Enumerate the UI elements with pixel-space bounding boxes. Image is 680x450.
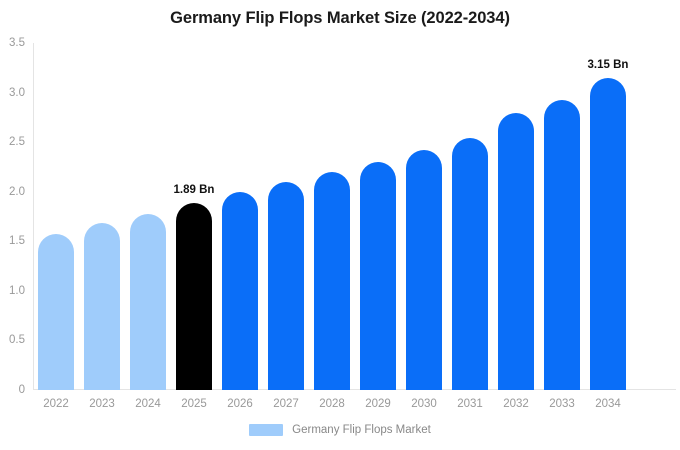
- bar-group: 3.15 Bn 2034: [588, 43, 629, 410]
- x-axis-tick-label-2032: 2032: [503, 398, 529, 410]
- bar-group: 2024: [130, 43, 166, 410]
- y-axis-tick-label: 3.5: [9, 37, 25, 49]
- chart-legend: Germany Flip Flops Market: [0, 424, 680, 436]
- y-axis-line: [33, 43, 34, 390]
- x-axis-tick-label-2031: 2031: [457, 398, 483, 410]
- y-axis-tick-label: 0.5: [9, 334, 25, 347]
- bar-2033[interactable]: [544, 99, 580, 390]
- y-axis-tick-label: 3.0: [9, 86, 25, 99]
- plot-area: 3.5 3.0 2.5 2.0 1.5 1.0 0.5 0 2022 2023 2024 1.89 …: [9, 37, 676, 410]
- bar-2027[interactable]: [268, 181, 304, 390]
- x-axis-tick-label-2028: 2028: [319, 398, 345, 410]
- bar-2032[interactable]: [498, 113, 534, 390]
- bar-group: 2031: [452, 43, 488, 410]
- bar-group: 2028: [314, 43, 350, 410]
- bar-2024[interactable]: [130, 213, 166, 390]
- bar-group: 2026: [222, 43, 258, 410]
- x-axis-tick-label-2029: 2029: [365, 398, 391, 410]
- bar-group: 2032: [498, 43, 534, 410]
- x-axis-tick-label-2034: 2034: [595, 398, 621, 410]
- bar-2029[interactable]: [360, 161, 396, 390]
- x-axis-tick-label-2023: 2023: [89, 398, 115, 410]
- legend-label-germany-flip-flops-market: Germany Flip Flops Market: [292, 424, 431, 436]
- bar-2031[interactable]: [452, 138, 488, 390]
- bar-2030[interactable]: [406, 150, 442, 390]
- x-axis-tick-label-2024: 2024: [135, 398, 161, 410]
- chart-title: Germany Flip Flops Market Size (2022-203…: [170, 9, 510, 27]
- x-axis-line: [33, 389, 676, 390]
- bar-2026[interactable]: [222, 191, 258, 390]
- y-axis-tick-label: 0: [18, 384, 25, 396]
- bar-2022[interactable]: [38, 234, 74, 390]
- x-axis-tick-label-2030: 2030: [411, 398, 437, 410]
- bar-2034[interactable]: 3.15 Bn: [588, 59, 628, 390]
- x-axis-tick-label-2025: 2025: [181, 398, 207, 410]
- x-axis-tick-label-2026: 2026: [227, 398, 253, 410]
- bar-value-label-2025: 1.89 Bn: [173, 183, 215, 196]
- bar-2025[interactable]: 1.89 Bn: [174, 184, 214, 390]
- bar-2023[interactable]: [84, 223, 120, 390]
- bar-group: 2029: [360, 43, 396, 410]
- y-axis-tick-label: 2.5: [9, 136, 25, 149]
- y-axis-tick-label: 2.0: [9, 185, 25, 198]
- bar-value-label-2034: 3.15 Bn: [587, 58, 629, 71]
- x-axis-tick-label-2022: 2022: [43, 398, 69, 410]
- y-axis-tick-label: 1.5: [9, 235, 25, 248]
- bar-2028[interactable]: [314, 171, 350, 390]
- x-axis-tick-label-2027: 2027: [273, 398, 299, 410]
- legend-swatch-germany-flip-flops-market: [249, 424, 284, 436]
- bar-group: 1.89 Bn 2025: [174, 43, 215, 410]
- bar-group: 2023: [84, 43, 120, 410]
- y-axis-tick-label: 1.0: [9, 284, 25, 297]
- bar-group: 2030: [406, 43, 442, 410]
- x-axis-tick-label-2033: 2033: [549, 398, 575, 410]
- bar-group: 2027: [268, 43, 304, 410]
- bar-group: 2033: [544, 43, 580, 410]
- bar-group: 2022: [38, 43, 74, 410]
